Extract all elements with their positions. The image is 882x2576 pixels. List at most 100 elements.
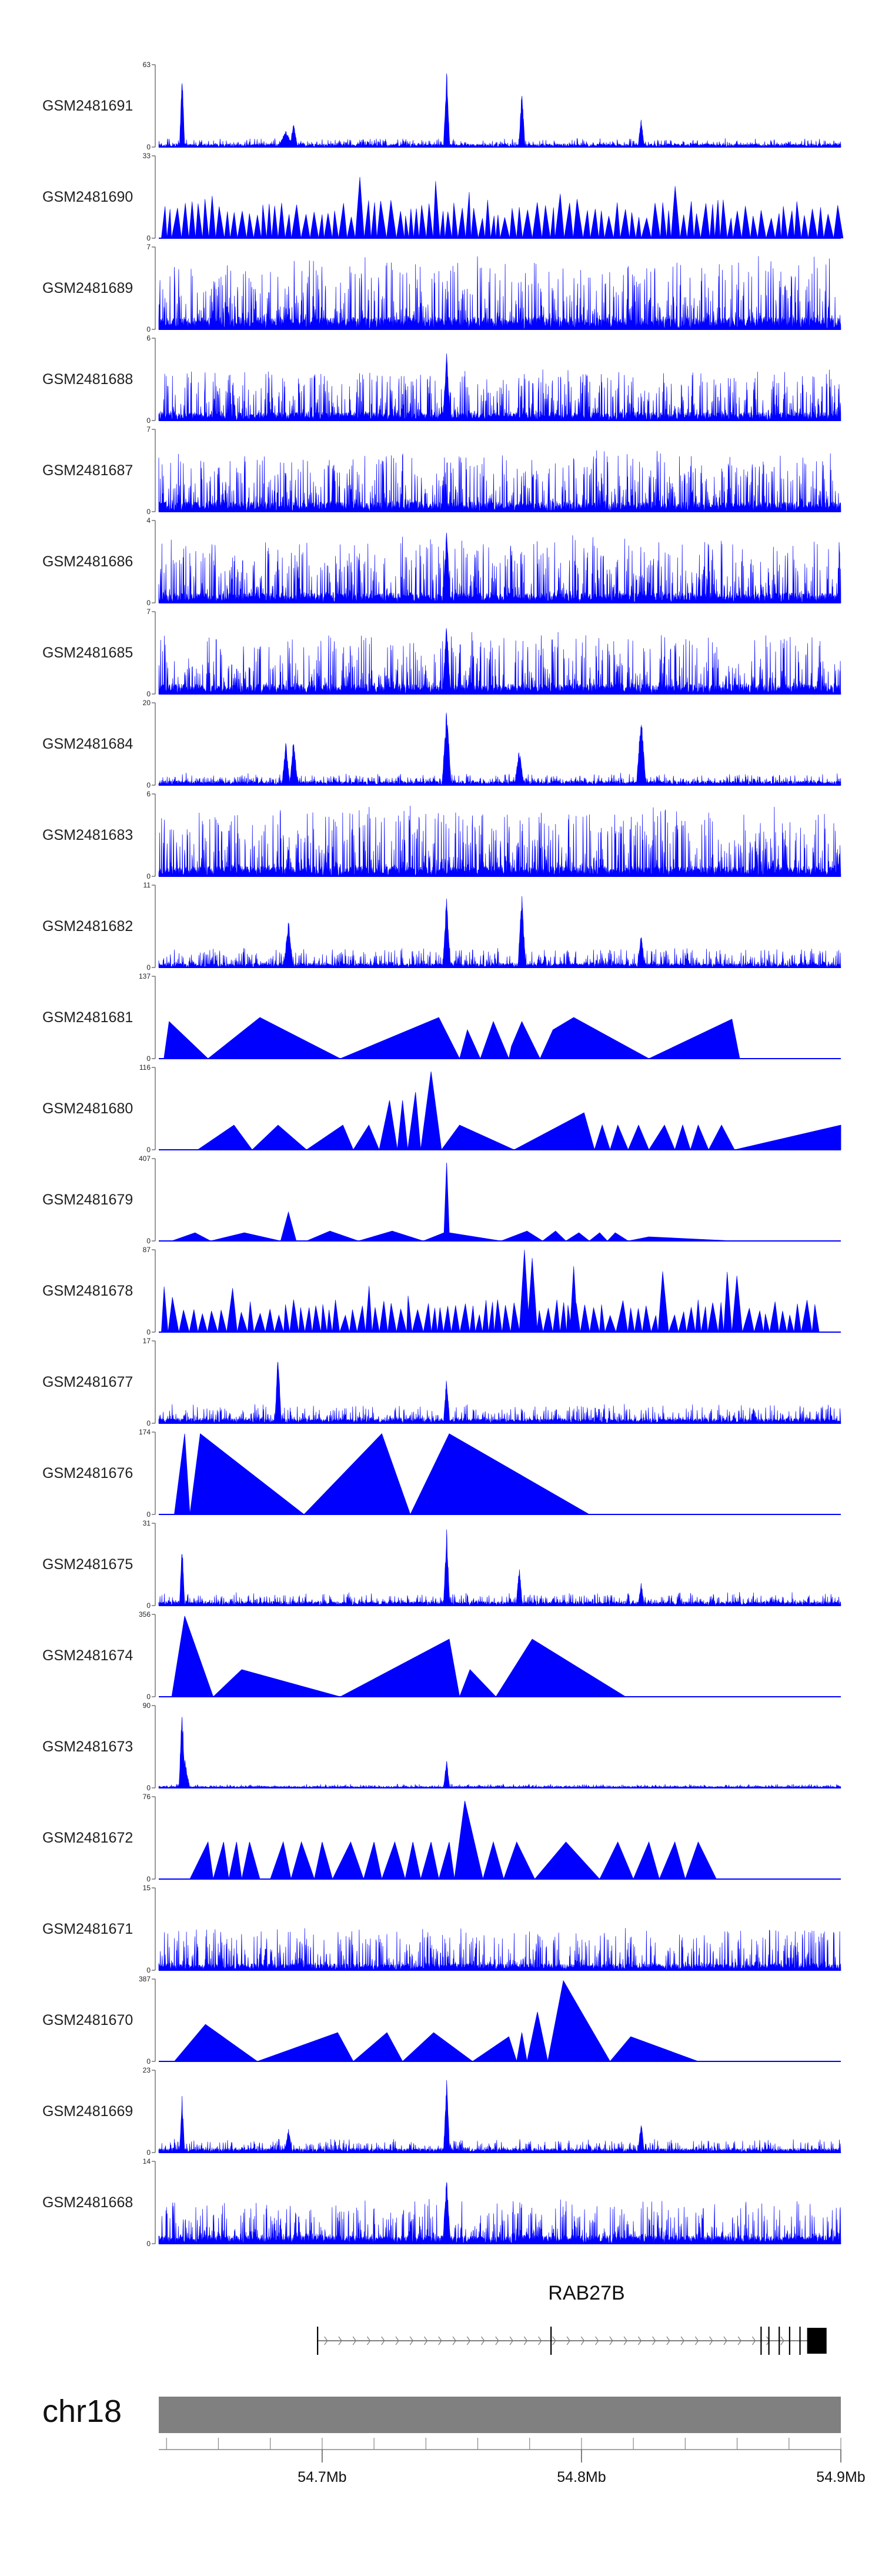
strand-chevron — [751, 2336, 756, 2345]
track-GSM2481686: GSM2481686 4 0 — [42, 516, 841, 607]
y-tick-min: 0 — [146, 1875, 151, 1883]
strand-chevron — [338, 2336, 342, 2345]
strand-chevron — [324, 2336, 328, 2345]
gene-exon — [779, 2327, 780, 2355]
strand-chevron — [366, 2336, 371, 2345]
track-GSM2481688: GSM2481688 6 0 — [42, 334, 841, 425]
y-tick-min: 0 — [146, 508, 151, 516]
track-GSM2481682: GSM2481682 11 0 — [42, 881, 841, 972]
strand-chevron — [395, 2336, 399, 2345]
y-tick-min: 0 — [146, 872, 151, 880]
signal-area — [158, 1717, 841, 1788]
strand-chevron — [495, 2336, 499, 2345]
y-tick-min: 0 — [146, 599, 151, 607]
track-GSM2481673: GSM2481673 90 0 — [42, 1701, 841, 1792]
track-GSM2481683: GSM2481683 6 0 — [42, 790, 841, 880]
track-GSM2481674: GSM2481674 356 0 — [42, 1610, 841, 1701]
y-tick-max: 20 — [143, 699, 151, 707]
strand-chevron — [352, 2336, 356, 2345]
gene-exon — [760, 2327, 762, 2355]
track-GSM2481689: GSM2481689 7 0 — [42, 243, 841, 333]
track-label: GSM2481687 — [42, 462, 133, 479]
strand-chevron — [381, 2336, 385, 2345]
signal-area — [158, 353, 841, 421]
y-tick-max: 31 — [143, 1519, 151, 1527]
signal-area — [161, 176, 844, 239]
strand-chevron — [694, 2336, 699, 2345]
gene-track: RAB27B — [317, 2282, 827, 2355]
y-tick-max: 116 — [139, 1063, 151, 1072]
strand-chevron — [780, 2336, 784, 2345]
genome-axis-tick-label: 54.7Mb — [298, 2469, 346, 2485]
track-label: GSM2481689 — [42, 280, 133, 296]
y-tick-max: 356 — [139, 1610, 151, 1619]
track-GSM2481680: GSM2481680 116 0 — [42, 1063, 841, 1154]
y-tick-min: 0 — [146, 1419, 151, 1427]
signal-area — [158, 2182, 841, 2244]
signal-area — [196, 1071, 841, 1151]
signal-area — [158, 532, 841, 603]
track-label: GSM2481677 — [42, 1374, 133, 1390]
y-tick-min: 0 — [146, 1784, 151, 1792]
signal-area — [189, 1800, 841, 1880]
track-GSM2481684: GSM2481684 20 0 — [42, 699, 841, 789]
track-label: GSM2481679 — [42, 1192, 133, 1208]
y-tick-max: 137 — [139, 972, 151, 980]
y-tick-max: 387 — [139, 1975, 151, 1983]
gene-model — [317, 2327, 827, 2355]
signal-area — [161, 1249, 820, 1333]
y-tick-min: 0 — [146, 2240, 151, 2248]
y-tick-min: 0 — [146, 963, 151, 972]
y-tick-min: 0 — [146, 1693, 151, 1701]
y-tick-max: 23 — [143, 2066, 151, 2074]
y-tick-max: 15 — [143, 1884, 151, 1892]
strand-chevron — [737, 2336, 741, 2345]
y-tick-max: 7 — [146, 243, 151, 251]
strand-chevron — [566, 2336, 570, 2345]
y-tick-min: 0 — [146, 325, 151, 333]
signal-area — [158, 1928, 841, 1971]
y-tick-max: 14 — [143, 2157, 151, 2165]
y-tick-max: 7 — [146, 425, 151, 433]
strand-chevron — [438, 2336, 442, 2345]
track-GSM2481681: GSM2481681 137 0 — [42, 972, 841, 1063]
strand-chevron — [523, 2336, 528, 2345]
strand-chevron — [666, 2336, 670, 2345]
track-label: GSM2481672 — [42, 1830, 133, 1846]
y-tick-max: 407 — [139, 1154, 151, 1163]
y-tick-min: 0 — [146, 690, 151, 698]
track-label: GSM2481682 — [42, 918, 133, 935]
signal-area — [158, 73, 841, 148]
signal-area — [173, 1980, 699, 2062]
strand-chevron — [538, 2336, 542, 2345]
y-tick-min: 0 — [146, 1328, 151, 1336]
signal-area — [158, 1362, 841, 1424]
chromosome-label: chr18 — [42, 2394, 122, 2429]
gene-label-rab27b: RAB27B — [548, 2282, 624, 2304]
y-tick-min: 0 — [146, 781, 151, 789]
strand-chevron — [409, 2336, 413, 2345]
track-label: GSM2481671 — [42, 1921, 133, 1937]
track-label: GSM2481675 — [42, 1556, 133, 1573]
gene-exon — [807, 2328, 827, 2354]
track-label: GSM2481678 — [42, 1283, 133, 1299]
gene-exon — [317, 2327, 319, 2355]
strand-chevron — [452, 2336, 456, 2345]
y-tick-max: 7 — [146, 608, 151, 616]
signal-tracks: GSM2481691630GSM2481690330GSM248168970GS… — [42, 61, 844, 2248]
y-tick-min: 0 — [146, 1601, 151, 1610]
y-tick-min: 0 — [146, 1237, 151, 1245]
track-label: GSM2481680 — [42, 1100, 133, 1117]
signal-area — [158, 2080, 841, 2153]
strand-chevron — [623, 2336, 627, 2345]
track-GSM2481685: GSM2481685 7 0 — [42, 608, 841, 698]
signal-area — [158, 256, 841, 330]
signal-area — [158, 450, 841, 512]
signal-area — [158, 896, 841, 968]
y-tick-max: 11 — [143, 881, 151, 889]
genome-axis: 54.7Mb 54.8Mb 54.9Mb — [159, 2438, 866, 2485]
y-tick-min: 0 — [146, 234, 151, 242]
track-label: GSM2481674 — [42, 1647, 133, 1664]
strand-chevron — [637, 2336, 642, 2345]
